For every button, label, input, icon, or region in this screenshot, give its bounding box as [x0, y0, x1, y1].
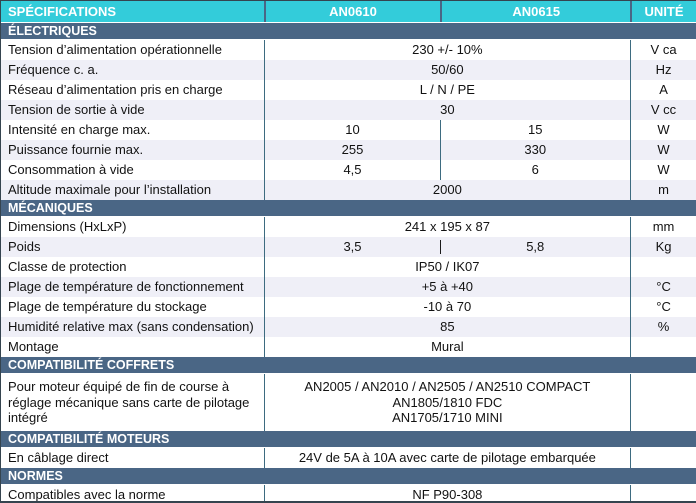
spec-value: 241 x 195 x 87: [263, 217, 630, 237]
unit-value: Kg: [630, 237, 696, 257]
spec-label: Compatibles avec la norme: [8, 487, 166, 503]
column-header-unit: UNITÉ: [630, 1, 696, 22]
unit-value: [630, 448, 696, 468]
spec-row: Plage de température de fonctionnement +5…: [1, 277, 696, 297]
spec-row: Dimensions (HxLxP) 241 x 195 x 87 mm: [1, 217, 696, 237]
spec-value: NF P90-308: [263, 485, 630, 501]
spec-label: Dimensions (HxLxP): [8, 219, 127, 235]
spec-label: Classe de protection: [8, 259, 127, 275]
column-header-an0610: AN0610: [263, 1, 441, 22]
spec-row: Humidité relative max (sans condensation…: [1, 317, 696, 337]
spec-row: En câblage direct 24V de 5A à 10A avec ca…: [1, 448, 696, 468]
spec-label: Poids: [8, 239, 41, 255]
spec-label: Humidité relative max (sans condensation…: [8, 319, 254, 335]
spec-row: Fréquence c. a. 50/60 Hz: [1, 60, 696, 80]
table-body: ÉLECTRIQUES Tension d’alimentation opérat…: [1, 23, 696, 503]
spec-row: Poids 3,5 5,8 Kg: [1, 237, 696, 257]
spec-label: En câblage direct: [8, 450, 109, 466]
spec-label: Fréquence c. a.: [8, 62, 99, 78]
spec-row: Intensité en charge max. 10 15 W: [1, 120, 696, 140]
spec-value-an0615: 15: [440, 120, 630, 140]
unit-value: °C: [630, 277, 696, 297]
spec-label: Plage de température du stockage: [8, 299, 207, 315]
spec-value: IP50 / IK07: [263, 257, 630, 277]
table-header-row: SPÉCIFICATIONS AN0610 AN0615 UNITÉ: [1, 1, 696, 23]
spec-label: Tension de sortie à vide: [8, 102, 145, 118]
section-header: COMPATIBILITÉ MOTEURS: [1, 431, 696, 448]
spec-label: Réseau d’alimentation pris en charge: [8, 82, 223, 98]
spec-value-an0610: 4,5: [263, 160, 441, 180]
unit-value: W: [630, 120, 696, 140]
spec-label: Pour moteur équipé de fin de course à ré…: [8, 378, 250, 426]
unit-value: V cc: [630, 100, 696, 120]
spec-row: Réseau d’alimentation pris en charge L / …: [1, 80, 696, 100]
spec-row: Classe de protection IP50 / IK07: [1, 257, 696, 277]
spec-row: Tension d’alimentation opérationnelle 230…: [1, 40, 696, 60]
spec-row: Plage de température du stockage -10 à 70…: [1, 297, 696, 317]
spec-value: -10 à 70: [263, 297, 630, 317]
unit-value: %: [630, 317, 696, 337]
spec-row: Tension de sortie à vide 30 V cc: [1, 100, 696, 120]
spec-value-an0610: 255: [263, 140, 441, 160]
unit-value: A: [630, 80, 696, 100]
spec-label: Consommation à vide: [8, 162, 134, 178]
spec-value: 30: [263, 100, 630, 120]
unit-value: [630, 337, 696, 357]
spec-row: Pour moteur équipé de fin de course à ré…: [1, 374, 696, 431]
spec-value-line: AN1805/1810 FDC: [392, 394, 503, 410]
spec-value: 2000: [263, 180, 630, 200]
spec-value: 24V de 5A à 10A avec carte de pilotage e…: [263, 448, 630, 468]
unit-value: m: [630, 180, 696, 200]
spec-value: L / N / PE: [263, 80, 630, 100]
spec-value-an0615: 6: [440, 160, 630, 180]
unit-value: [630, 485, 696, 501]
spec-value: +5 à +40: [263, 277, 630, 297]
spec-value-line: AN1705/1710 MINI: [392, 410, 503, 426]
spec-label: Plage de température de fonctionnement: [8, 279, 244, 295]
spec-value-an0615: 5,8: [440, 237, 630, 257]
spec-value-an0615: 330: [440, 140, 630, 160]
spec-value-an0610: 10: [263, 120, 441, 140]
spec-value: 85: [263, 317, 630, 337]
spec-value-line: AN2005 / AN2010 / AN2505 / AN2510 COMPAC…: [304, 378, 591, 394]
spec-value-an0610: 3,5: [263, 237, 441, 257]
spec-row: Puissance fournie max. 255 330 W: [1, 140, 696, 160]
unit-value: °C: [630, 297, 696, 317]
spec-row: Altitude maximale pour l’installation 200…: [1, 180, 696, 200]
section-header: NORMES: [1, 468, 696, 485]
unit-value: W: [630, 140, 696, 160]
spec-row: Consommation à vide 4,5 6 W: [1, 160, 696, 180]
spec-label: Intensité en charge max.: [8, 122, 151, 138]
unit-value: W: [630, 160, 696, 180]
spec-label: Tension d’alimentation opérationnelle: [8, 42, 222, 58]
section-header: ÉLECTRIQUES: [1, 23, 696, 40]
unit-value: [630, 374, 696, 431]
unit-value: Hz: [630, 60, 696, 80]
column-header-an0615: AN0615: [440, 1, 630, 22]
unit-value: V ca: [630, 40, 696, 60]
spec-value: AN2005 / AN2010 / AN2505 / AN2510 COMPAC…: [263, 374, 630, 431]
spec-label: Puissance fournie max.: [8, 142, 144, 158]
column-header-specifications: SPÉCIFICATIONS: [8, 4, 117, 19]
spec-label: Altitude maximale pour l’installation: [8, 182, 212, 198]
unit-value: [630, 257, 696, 277]
spec-row: Montage Mural: [1, 337, 696, 357]
spec-value: 50/60: [263, 60, 630, 80]
section-header: COMPATIBILITÉ COFFRETS: [1, 357, 696, 374]
spec-value: 230 +/- 10%: [263, 40, 630, 60]
spec-row: Compatibles avec la norme NF P90-308: [1, 485, 696, 503]
spec-value: Mural: [263, 337, 630, 357]
unit-value: mm: [630, 217, 696, 237]
spec-label: Montage: [8, 339, 59, 355]
section-header: MÉCANIQUES: [1, 200, 696, 217]
